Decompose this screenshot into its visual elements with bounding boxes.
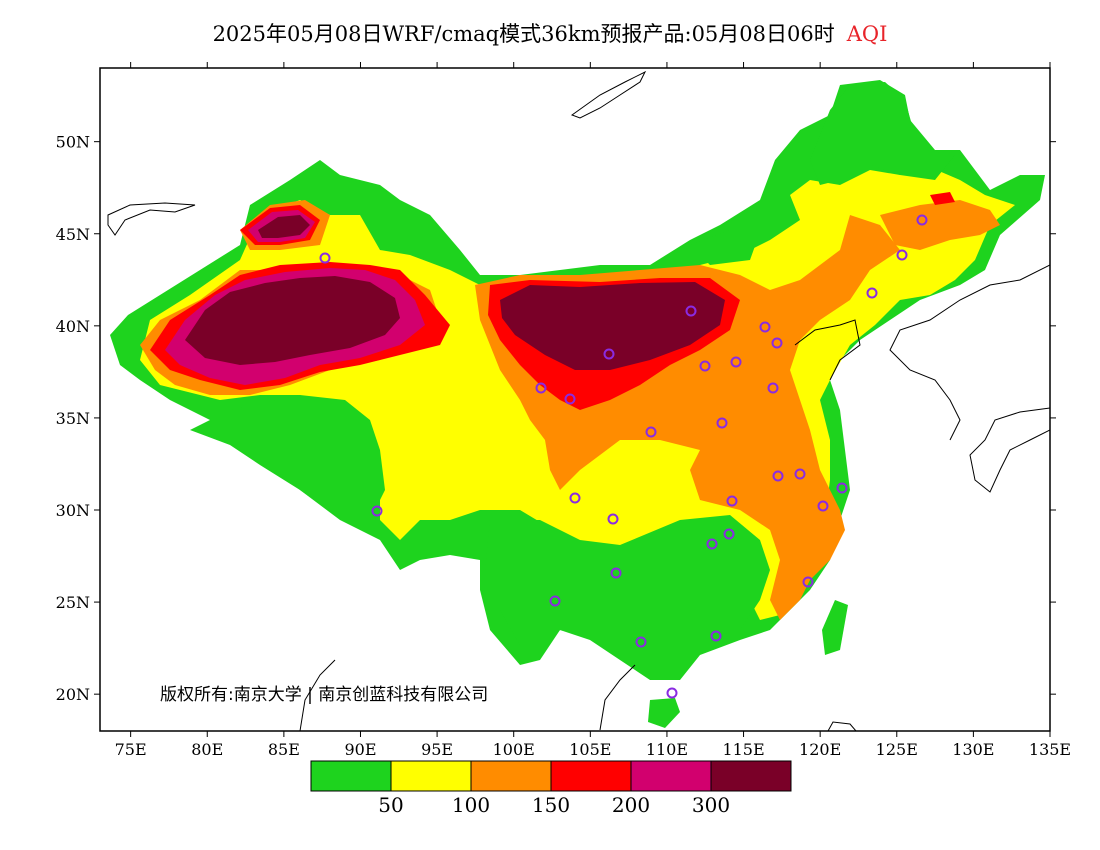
station-marker <box>916 214 928 226</box>
station-marker <box>896 249 908 261</box>
aqi-zone-good-northeast <box>810 82 955 185</box>
colorbar-swatch <box>630 760 712 792</box>
y-tick-label: 40N <box>56 317 90 336</box>
colorbar-label: 100 <box>452 793 490 817</box>
colorbar-swatch <box>390 760 472 792</box>
y-tick-label: 50N <box>56 133 90 152</box>
station-marker <box>716 417 728 429</box>
station-marker <box>607 513 619 525</box>
colorbar-label: 50 <box>378 793 403 817</box>
aqi-zone-good-south <box>485 515 770 665</box>
colorbar-swatch <box>470 760 552 792</box>
x-tick-label: 85E <box>268 740 300 759</box>
station-marker <box>836 482 848 494</box>
station-marker <box>771 337 783 349</box>
x-tick-label: 110E <box>646 740 688 759</box>
station-marker <box>817 500 829 512</box>
x-tick-label: 95E <box>421 740 453 759</box>
station-marker <box>730 356 742 368</box>
aqi-zone-hazardous-gobi <box>500 282 725 370</box>
station-marker <box>610 567 622 579</box>
map-title-text: 2025年05月08日WRF/cmaq模式36km预报产品:05月08日06时 <box>212 22 835 46</box>
station-marker <box>685 305 697 317</box>
x-tick-label: 90E <box>344 740 376 759</box>
aqi-zone-good-tibet <box>190 395 385 520</box>
y-tick-label: 45N <box>56 225 90 244</box>
station-markers <box>319 214 928 699</box>
station-marker <box>710 630 722 642</box>
station-marker <box>635 636 647 648</box>
station-marker <box>319 252 331 264</box>
x-tick-label: 125E <box>876 740 918 759</box>
aqi-zone-good-inner-mongolia <box>690 230 760 265</box>
station-marker <box>564 393 576 405</box>
station-marker <box>767 382 779 394</box>
x-tick-label: 120E <box>799 740 841 759</box>
station-marker <box>759 321 771 333</box>
aqi-zone-good-hainan <box>648 698 680 728</box>
colorbar-label: 200 <box>612 793 650 817</box>
colorbar-swatch <box>710 760 792 792</box>
y-tick-label: 35N <box>56 409 90 428</box>
map-field <box>107 70 1050 731</box>
y-tick-label: 20N <box>56 685 90 704</box>
station-marker <box>645 426 657 438</box>
coastlines <box>107 70 1050 731</box>
x-tick-label: 80E <box>191 740 223 759</box>
station-marker <box>772 470 784 482</box>
station-marker <box>726 495 738 507</box>
aqi-zone-red-northeast <box>930 192 955 205</box>
map-frame <box>99 67 1051 732</box>
station-marker <box>706 538 718 550</box>
station-marker <box>866 287 878 299</box>
x-tick-label: 105E <box>569 740 611 759</box>
station-marker <box>699 360 711 372</box>
aqi-zone-hazardous-tarim <box>185 276 400 365</box>
station-marker <box>802 576 814 588</box>
aqi-zone-good-taiwan <box>822 600 848 655</box>
station-marker <box>666 687 678 699</box>
y-tick-label: 30N <box>56 501 90 520</box>
map-variable-label: AQI <box>846 22 888 46</box>
x-tick-label: 135E <box>1029 740 1071 759</box>
y-axis: 50N 45N 40N 35N 30N 25N 20N <box>56 133 1056 704</box>
colorbar-label: 150 <box>532 793 570 817</box>
y-tick-label: 25N <box>56 593 90 612</box>
x-tick-label: 130E <box>952 740 994 759</box>
x-tick-label: 100E <box>493 740 535 759</box>
station-marker <box>569 492 581 504</box>
station-marker <box>371 505 383 517</box>
aqi-zone-orange-northeast <box>880 200 1000 250</box>
station-marker <box>535 382 547 394</box>
map-title: 2025年05月08日WRF/cmaq模式36km预报产品:05月08日06时 A… <box>0 18 1100 48</box>
x-tick-label: 75E <box>115 740 147 759</box>
x-axis: 75E 80E 85E 90E 95E 100E 105E 110E 115E 120E 125E 1… <box>115 62 1071 759</box>
colorbar-swatch <box>310 760 392 792</box>
colorbar-swatch <box>550 760 632 792</box>
aqi-colorbar: 50 100 150 200 300 <box>310 760 792 817</box>
colorbar-label: 300 <box>692 793 730 817</box>
aqi-zone-hazardous-north <box>258 215 310 238</box>
station-marker <box>794 468 806 480</box>
x-tick-label: 115E <box>722 740 764 759</box>
station-marker <box>723 528 735 540</box>
station-marker <box>603 348 615 360</box>
station-marker <box>549 595 561 607</box>
copyright-text: 版权所有:南京大学 | 南京创蓝科技有限公司 <box>160 685 489 705</box>
